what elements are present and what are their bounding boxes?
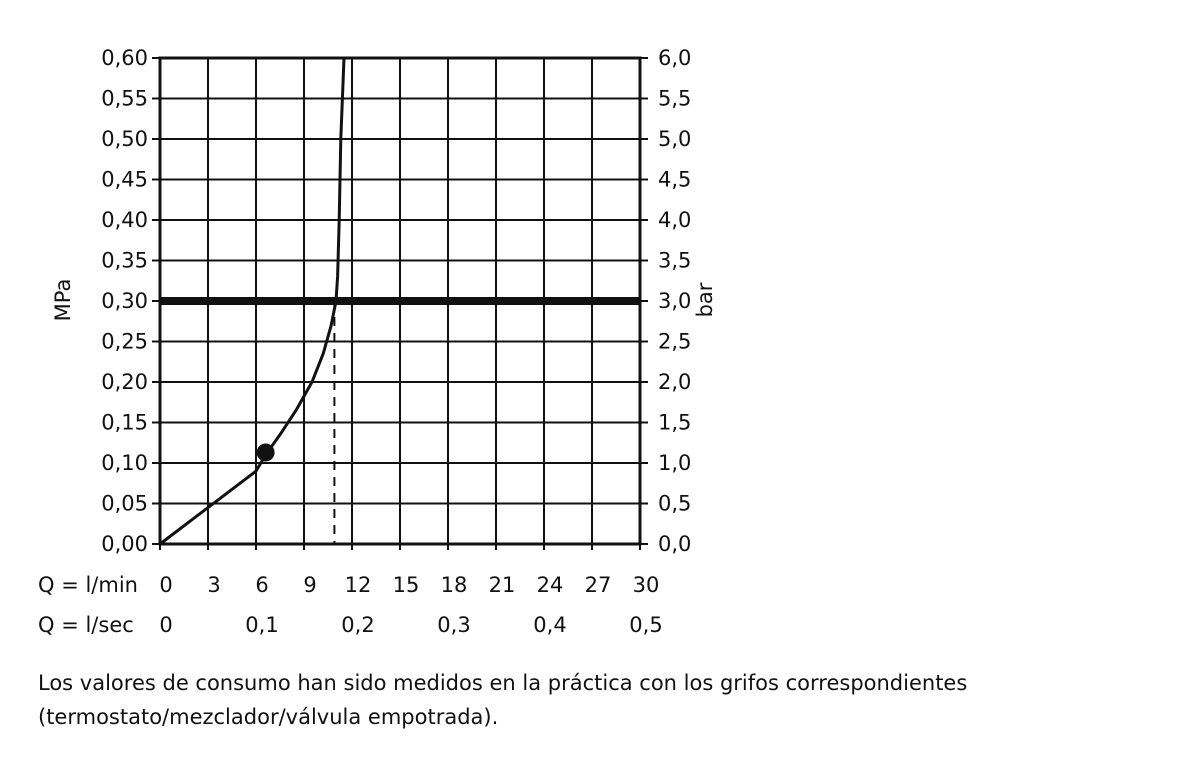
y-left-tick-label: 0,05 xyxy=(101,492,148,516)
y-axis-right-title: bar xyxy=(693,282,717,317)
y-left-tick-label: 0,40 xyxy=(101,208,148,232)
x-lmin-tick-label: 18 xyxy=(441,573,468,597)
y-right-tick-label: 4,5 xyxy=(658,168,691,192)
x-lsec-tick-label: 0,1 xyxy=(245,613,278,637)
x-lsec-tick-label: 0,3 xyxy=(437,613,470,637)
note-line-1: Los valores de consumo han sido medidos … xyxy=(38,671,968,695)
y-right-tick-label: 1,0 xyxy=(658,451,691,475)
y-right-tick-label: 0,0 xyxy=(658,532,691,556)
x-lmin-tick-label: 0 xyxy=(159,573,172,597)
series-layer xyxy=(158,56,346,546)
y-right-tick-label: 3,5 xyxy=(658,249,691,273)
y-left-tick-label: 0,45 xyxy=(101,168,148,192)
tick-label-layer: 0,000,050,100,150,200,250,300,350,400,45… xyxy=(101,46,691,637)
note-line-2: (termostato/mezclador/válvula empotrada)… xyxy=(38,705,499,729)
y-left-tick-label: 0,30 xyxy=(101,289,148,313)
measurement-note: Los valores de consumo han sido medidos … xyxy=(38,666,1158,734)
y-left-tick-label: 0,10 xyxy=(101,451,148,475)
y-left-tick-label: 0,00 xyxy=(101,532,148,556)
x-lmin-tick-label: 24 xyxy=(537,573,564,597)
x-lmin-tick-label: 15 xyxy=(393,573,420,597)
y-right-tick-label: 2,5 xyxy=(658,330,691,354)
y-right-tick-label: 0,5 xyxy=(658,492,691,516)
flow-pressure-chart: 0,000,050,100,150,200,250,300,350,400,45… xyxy=(38,46,717,637)
y-right-tick-label: 1,5 xyxy=(658,411,691,435)
x-lmin-tick-label: 21 xyxy=(489,573,516,597)
y-left-tick-label: 0,60 xyxy=(101,46,148,70)
x-lsec-tick-label: 0,4 xyxy=(533,613,566,637)
y-left-tick-label: 0,15 xyxy=(101,411,148,435)
series-line-0 xyxy=(158,56,346,546)
operating-point-marker xyxy=(256,443,275,462)
y-left-tick-label: 0,50 xyxy=(101,127,148,151)
y-left-tick-label: 0,35 xyxy=(101,249,148,273)
y-axis-left-title: MPa xyxy=(51,279,75,322)
y-right-tick-label: 3,0 xyxy=(658,289,691,313)
x-axis-lmin-title: Q = l/min xyxy=(38,573,138,597)
x-lmin-tick-label: 12 xyxy=(345,573,372,597)
x-lmin-tick-label: 9 xyxy=(303,573,316,597)
x-lmin-tick-label: 3 xyxy=(207,573,220,597)
y-right-tick-label: 5,5 xyxy=(658,87,691,111)
x-lmin-tick-label: 30 xyxy=(633,573,660,597)
x-lsec-tick-label: 0,2 xyxy=(341,613,374,637)
x-lsec-tick-label: 0,5 xyxy=(629,613,662,637)
y-right-tick-label: 4,0 xyxy=(658,208,691,232)
x-lmin-tick-label: 6 xyxy=(255,573,268,597)
y-left-tick-label: 0,25 xyxy=(101,330,148,354)
x-axis-lsec-title: Q = l/sec xyxy=(38,613,134,637)
y-right-tick-label: 2,0 xyxy=(658,370,691,394)
y-right-tick-label: 5,0 xyxy=(658,127,691,151)
y-right-tick-label: 6,0 xyxy=(658,46,691,70)
reference-line-layer xyxy=(160,297,640,544)
x-lmin-tick-label: 27 xyxy=(585,573,612,597)
y-left-tick-label: 0,20 xyxy=(101,370,148,394)
x-lsec-tick-label: 0 xyxy=(159,613,172,637)
y-left-tick-label: 0,55 xyxy=(101,87,148,111)
